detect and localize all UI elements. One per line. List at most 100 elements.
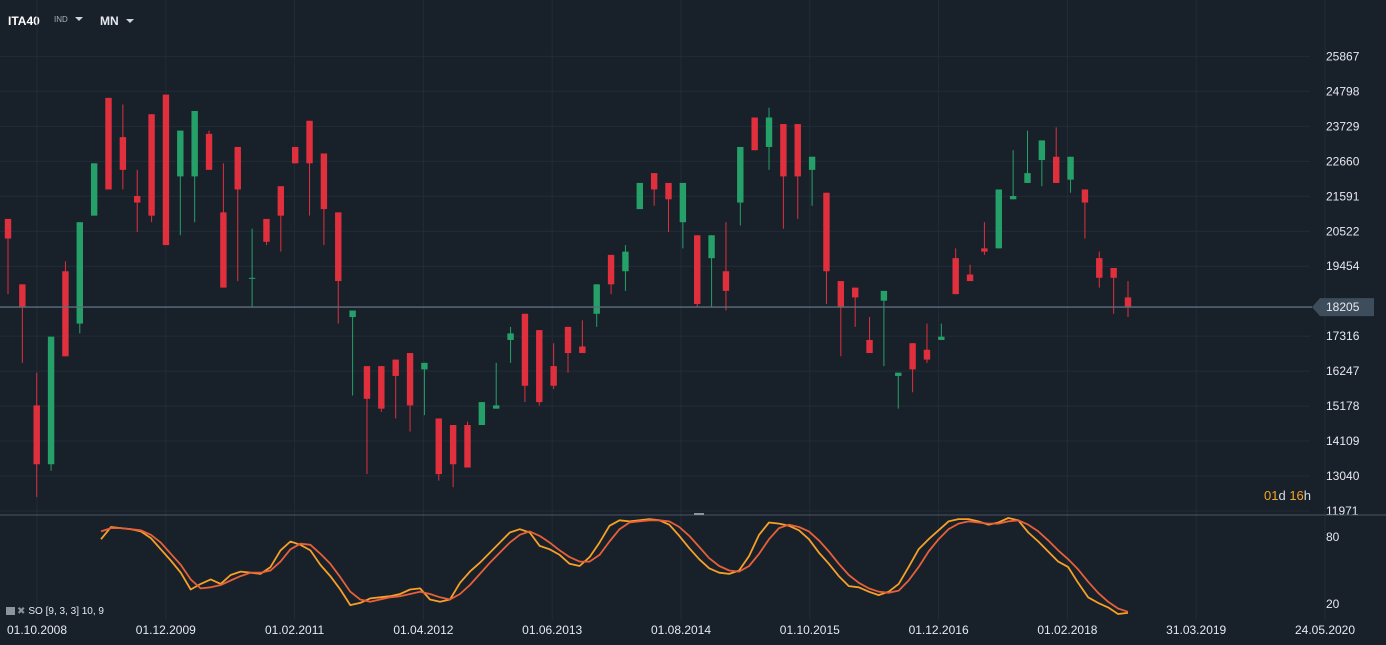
candle[interactable]: [47, 336, 55, 471]
candle[interactable]: [507, 326, 514, 363]
candle[interactable]: [665, 182, 672, 233]
candle[interactable]: [105, 97, 112, 190]
candle[interactable]: [909, 343, 916, 393]
settings-icon[interactable]: [6, 607, 15, 615]
candle[interactable]: [220, 163, 227, 288]
candle[interactable]: [134, 169, 141, 233]
pane-resize-handle[interactable]: [694, 513, 704, 515]
candle[interactable]: [593, 284, 600, 327]
stochastic-d-line: [100, 519, 1129, 613]
candle[interactable]: [938, 323, 945, 340]
symbol-dropdown-icon[interactable]: [75, 17, 83, 21]
candle[interactable]: [76, 222, 83, 334]
current-price-tag: [1312, 298, 1374, 317]
candle[interactable]: [306, 120, 313, 216]
y-tick-label: 21591: [1326, 189, 1360, 203]
candle[interactable]: [722, 222, 730, 311]
candle[interactable]: [823, 192, 830, 304]
candle[interactable]: [1067, 156, 1074, 193]
candle[interactable]: [607, 254, 615, 295]
candle[interactable]: [694, 235, 701, 308]
candle[interactable]: [263, 218, 270, 246]
candle[interactable]: [579, 320, 586, 354]
candle[interactable]: [435, 418, 442, 481]
candle[interactable]: [1110, 267, 1117, 314]
timeframe-selector[interactable]: MN: [100, 14, 119, 28]
candle[interactable]: [4, 218, 12, 295]
x-tick-label: 01.08.2014: [651, 623, 711, 637]
candle[interactable]: [148, 114, 155, 223]
candle[interactable]: [464, 421, 471, 468]
candle[interactable]: [536, 330, 543, 406]
candle[interactable]: [995, 189, 1002, 249]
candle[interactable]: [449, 425, 457, 488]
candle[interactable]: [521, 313, 529, 403]
candle[interactable]: [866, 317, 873, 354]
candle[interactable]: [378, 366, 385, 412]
candle[interactable]: [1053, 127, 1060, 183]
candle[interactable]: [478, 402, 486, 426]
candle[interactable]: [248, 228, 256, 308]
candle[interactable]: [177, 130, 184, 236]
candle-body: [1024, 173, 1031, 183]
candle[interactable]: [765, 107, 773, 170]
candle[interactable]: [780, 124, 787, 229]
candle[interactable]: [363, 366, 371, 475]
candle[interactable]: [708, 235, 715, 308]
candle-body: [76, 222, 83, 324]
candle[interactable]: [622, 245, 629, 291]
candle[interactable]: [550, 343, 557, 390]
candle[interactable]: [392, 359, 399, 419]
candle[interactable]: [349, 310, 356, 396]
candle-body: [1038, 140, 1046, 161]
candle[interactable]: [33, 372, 40, 497]
candle-body: [449, 425, 457, 465]
candle[interactable]: [1081, 189, 1089, 239]
candle[interactable]: [923, 323, 931, 363]
candle[interactable]: [277, 186, 285, 252]
candle-body: [291, 146, 299, 164]
candle[interactable]: [679, 182, 687, 249]
candle[interactable]: [751, 117, 758, 151]
candle[interactable]: [191, 110, 198, 223]
candle[interactable]: [880, 290, 888, 367]
close-icon[interactable]: ✖: [17, 606, 26, 617]
candle[interactable]: [981, 222, 988, 255]
candle[interactable]: [1038, 140, 1046, 187]
current-price-line: [0, 298, 1374, 317]
candle[interactable]: [421, 362, 428, 416]
candle[interactable]: [62, 261, 69, 357]
candle[interactable]: [895, 372, 902, 409]
candle[interactable]: [564, 326, 572, 373]
candle[interactable]: [162, 94, 170, 246]
candle[interactable]: [406, 353, 414, 432]
timeframe-dropdown-icon[interactable]: [126, 19, 134, 23]
candle[interactable]: [837, 281, 845, 357]
candle[interactable]: [291, 146, 299, 164]
symbol-label[interactable]: ITA40: [8, 14, 40, 28]
candle[interactable]: [794, 124, 801, 219]
candle[interactable]: [1124, 281, 1132, 318]
candle[interactable]: [234, 146, 241, 282]
candle[interactable]: [808, 156, 816, 206]
candle[interactable]: [1024, 130, 1031, 183]
candle-body: [694, 235, 701, 304]
candle[interactable]: [636, 182, 643, 210]
candle[interactable]: [952, 248, 959, 295]
candle[interactable]: [320, 153, 328, 246]
chart-toolbar: ITA40 IND MN: [0, 0, 1386, 40]
candle[interactable]: [90, 163, 98, 216]
candle-body: [320, 153, 328, 210]
candle[interactable]: [205, 130, 213, 170]
candle[interactable]: [966, 264, 974, 282]
candle[interactable]: [119, 104, 127, 190]
candle[interactable]: [650, 173, 658, 206]
candle[interactable]: [493, 362, 500, 409]
candle[interactable]: [335, 212, 342, 324]
candle-body: [191, 110, 198, 177]
candle[interactable]: [1009, 150, 1017, 200]
candle[interactable]: [737, 146, 744, 226]
candle[interactable]: [1096, 251, 1103, 288]
candle[interactable]: [19, 284, 26, 363]
